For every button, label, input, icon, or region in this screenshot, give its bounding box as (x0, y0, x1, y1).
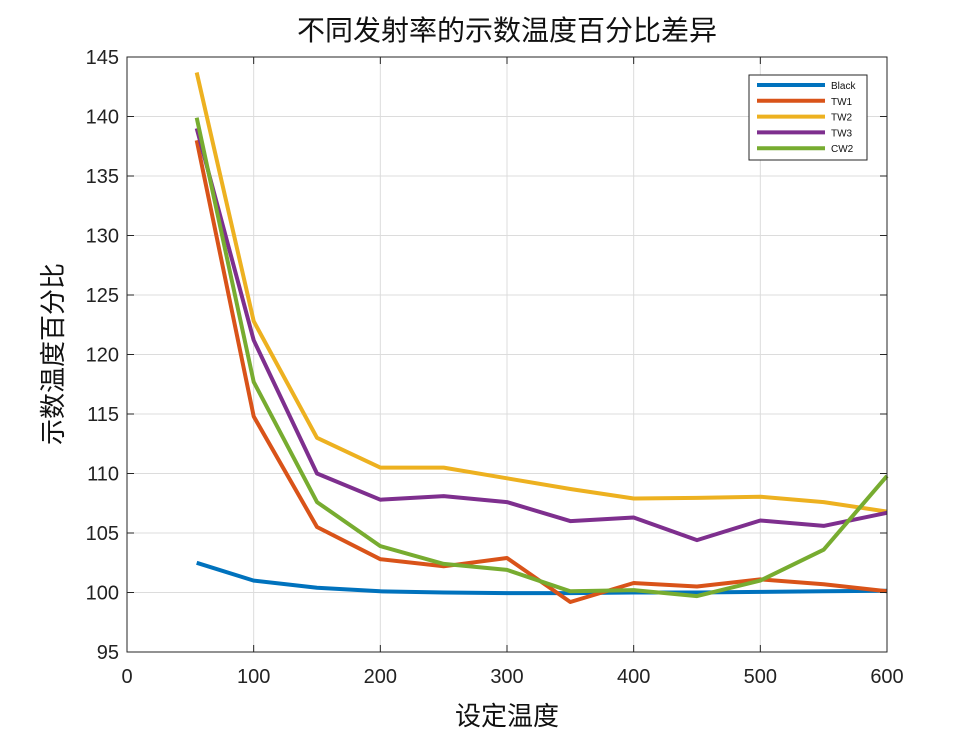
series-line-cw2 (194, 117, 889, 599)
y-tick-label: 120 (86, 345, 119, 367)
series-line-tw3 (194, 127, 888, 543)
y-tick-label: 105 (86, 523, 119, 545)
x-tick-label: 400 (617, 666, 650, 688)
x-axis-label: 设定温度 (455, 702, 559, 732)
x-tick-label: 200 (364, 666, 397, 688)
series-lines (194, 72, 889, 604)
y-tick-label: 115 (87, 404, 119, 426)
legend-label-cw2: CW2 (831, 144, 854, 155)
legend: Black TW1 TW2 TW3 CW2 (748, 74, 868, 161)
legend-label-tw2: TW2 (831, 113, 853, 124)
chart-title: 不同发射率的示数温度百分比差异 (297, 14, 717, 47)
x-tick-label: 500 (744, 666, 777, 688)
y-tick-label: 135 (86, 166, 119, 188)
y-axis-label: 示数温度百分比 (39, 263, 69, 445)
ticks: 0 100 200 300 400 500 600 95 100 105 110 115 120 125 1… (86, 47, 904, 688)
y-tick-label: 95 (97, 642, 119, 664)
x-tick-label: 100 (237, 666, 270, 688)
y-tick-label: 125 (86, 285, 119, 307)
legend-label-black: Black (831, 81, 856, 92)
x-tick-label: 0 (121, 666, 132, 688)
y-tick-label: 100 (86, 583, 119, 605)
legend-label-tw1: TW1 (831, 97, 853, 108)
legend-label-tw3: TW3 (831, 128, 853, 139)
y-tick-label: 145 (86, 47, 119, 69)
y-tick-label: 130 (86, 226, 119, 248)
y-tick-label: 110 (87, 464, 119, 486)
y-tick-label: 140 (86, 107, 119, 129)
x-tick-label: 300 (490, 666, 523, 688)
series-line-tw2 (194, 72, 888, 514)
series-line-black (196, 560, 888, 596)
x-tick-label: 600 (870, 666, 903, 688)
